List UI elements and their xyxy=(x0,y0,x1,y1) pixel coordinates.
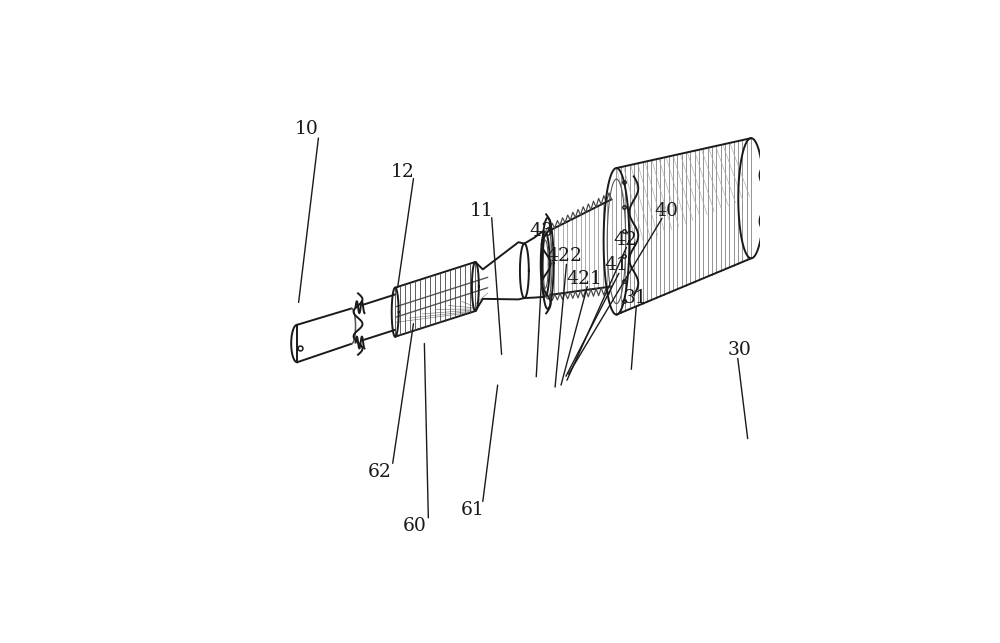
Text: 10: 10 xyxy=(295,120,319,138)
Text: 11: 11 xyxy=(470,202,494,220)
Text: 62: 62 xyxy=(368,463,392,481)
Text: 43: 43 xyxy=(529,222,553,240)
Text: 422: 422 xyxy=(546,248,582,266)
Text: 12: 12 xyxy=(391,163,415,181)
Text: 42: 42 xyxy=(613,231,637,249)
Text: 421: 421 xyxy=(567,269,603,287)
Text: 60: 60 xyxy=(403,517,426,535)
Text: 61: 61 xyxy=(461,501,485,519)
Text: 40: 40 xyxy=(654,202,678,220)
Text: 30: 30 xyxy=(727,341,751,359)
Text: 31: 31 xyxy=(623,289,647,307)
Text: 41: 41 xyxy=(605,257,628,275)
